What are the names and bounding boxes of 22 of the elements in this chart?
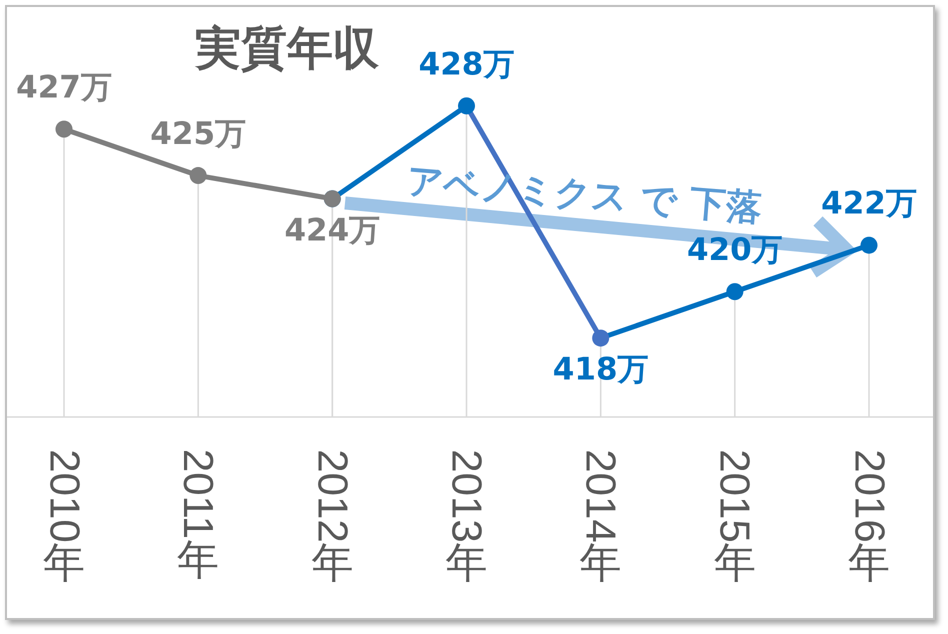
point [190, 167, 207, 184]
point [860, 236, 878, 254]
chart-title: 実質年収 [194, 20, 380, 75]
point [726, 283, 744, 300]
x-tick-label: 2011年 [175, 448, 222, 583]
annotation: アベノミクス で 下落 [405, 160, 764, 230]
data-label: 428万 [418, 46, 514, 82]
data-label: 425万 [150, 116, 246, 152]
point [458, 97, 475, 114]
point [56, 120, 72, 138]
x-tick-label: 2015年 [712, 448, 760, 586]
x-tick-label: 2012年 [310, 448, 357, 586]
point [592, 330, 610, 347]
data-label: 420万 [686, 232, 783, 268]
data-label: 418万 [552, 352, 649, 388]
x-tick-label: 2014年 [578, 448, 625, 586]
data-label: 427万 [16, 70, 112, 106]
x-tick-label: 2016年 [846, 448, 894, 586]
x-tick-label: 2013年 [444, 448, 491, 586]
x-tick-label: 2010年 [41, 448, 88, 586]
data-label: 424万 [284, 212, 380, 248]
data-label: 422万 [821, 186, 917, 222]
